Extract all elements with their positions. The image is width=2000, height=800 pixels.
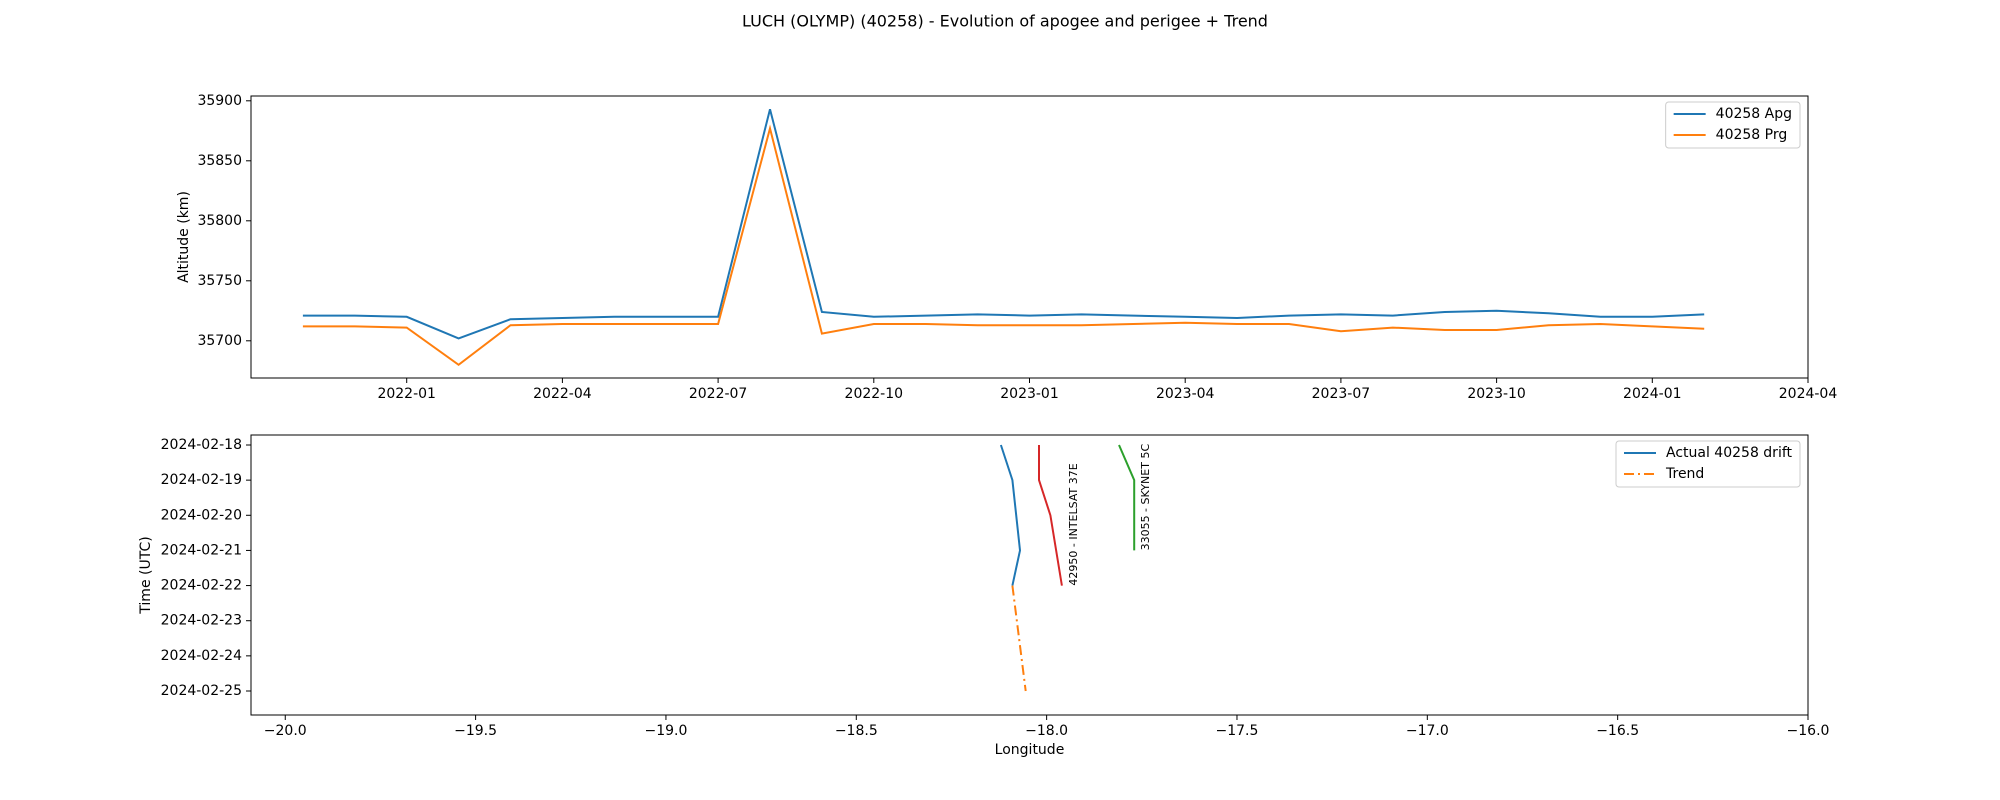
x-tick-label: 2023-04 <box>1156 386 1215 402</box>
legend: 40258 Apg 40258 Prg <box>1665 101 1801 149</box>
y-tick-label: 35700 <box>197 333 242 349</box>
y-tick-label: 2024-02-19 <box>161 472 242 488</box>
plot-frame <box>250 434 1809 716</box>
legend: Actual 40258 drift Trend <box>1615 440 1801 488</box>
x-tick-label: 2022-10 <box>845 386 904 402</box>
y-tick-label: 2024-02-22 <box>161 578 242 594</box>
series-line <box>1118 444 1136 551</box>
y-tick-label: 2024-02-25 <box>161 683 242 699</box>
x-tick-label: −20.0 <box>264 723 307 739</box>
y-tick-label: 2024-02-20 <box>161 507 242 523</box>
x-tick-label: 2022-01 <box>377 386 436 402</box>
line-annotation: 42950 - INTELSAT 37E <box>1067 463 1080 585</box>
x-tick-label: 2024-01 <box>1623 386 1682 402</box>
legend-label: 40258 Prg <box>1716 127 1788 143</box>
y-tick-label: 2024-02-23 <box>161 613 242 629</box>
y-tick-label: 35750 <box>197 273 242 289</box>
series-line <box>999 444 1022 586</box>
figure-title: LUCH (OLYMP) (40258) - Evolution of apog… <box>742 12 1268 31</box>
plot-frame <box>250 95 1809 379</box>
y-tick-label: 2024-02-18 <box>161 437 242 453</box>
x-tick-label: −18.5 <box>835 723 878 739</box>
legend-frame <box>1615 440 1801 488</box>
y-tick-label: 2024-02-21 <box>161 542 242 558</box>
x-tick-label: −17.5 <box>1216 723 1259 739</box>
y-tick-label: 35900 <box>197 93 242 109</box>
x-tick-label: −16.0 <box>1787 723 1830 739</box>
line-annotation: 33055 - SKYNET 5C <box>1139 444 1152 551</box>
y-tick-label: 35850 <box>197 153 242 169</box>
x-tick-label: 2022-04 <box>533 386 592 402</box>
x-tick-label: −17.0 <box>1406 723 1449 739</box>
series-line <box>1038 445 1063 586</box>
y-axis-label: Time (UTC) <box>138 536 154 614</box>
x-tick-label: −16.5 <box>1596 723 1639 739</box>
x-tick-label: −18.0 <box>1025 723 1068 739</box>
legend-label: Trend <box>1665 466 1704 482</box>
x-tick-label: 2023-07 <box>1312 386 1371 402</box>
series-line <box>1011 585 1027 692</box>
series-line <box>302 108 1705 340</box>
y-tick-label: 35800 <box>197 213 242 229</box>
y-tick-label: 2024-02-24 <box>161 648 242 664</box>
series-line <box>302 124 1705 367</box>
x-tick-label: −19.5 <box>454 723 497 739</box>
legend-label: Actual 40258 drift <box>1666 445 1793 461</box>
x-tick-label: 2022-07 <box>689 386 748 402</box>
y-axis-label: Altitude (km) <box>176 191 192 283</box>
x-tick-label: −19.0 <box>644 723 687 739</box>
x-tick-label: 2024-04 <box>1779 386 1838 402</box>
legend-label: 40258 Apg <box>1716 106 1792 122</box>
x-tick-label: 2023-01 <box>1000 386 1059 402</box>
x-tick-label: 2023-10 <box>1467 386 1526 402</box>
x-axis-label: Longitude <box>995 742 1065 758</box>
